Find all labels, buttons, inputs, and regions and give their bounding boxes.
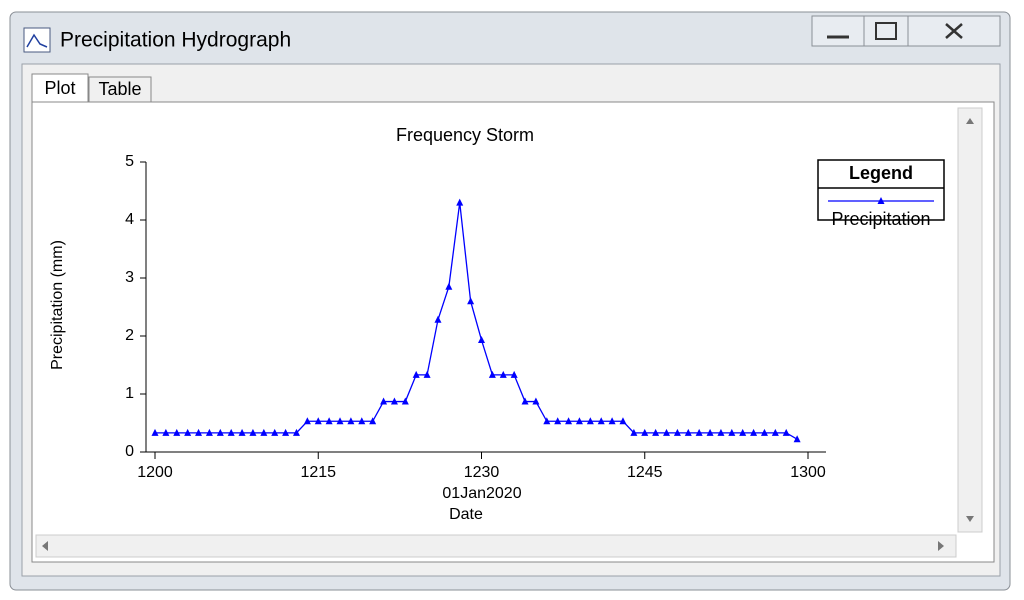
point-marker bbox=[282, 428, 290, 436]
y-tick-label: 0 bbox=[125, 443, 134, 460]
point-marker bbox=[369, 417, 377, 425]
tab-label[interactable]: Plot bbox=[44, 78, 75, 98]
legend-box bbox=[817, 159, 945, 221]
x-tick-label: 1215 bbox=[300, 464, 336, 481]
y-tick-label: 1 bbox=[125, 385, 134, 402]
tab-table[interactable] bbox=[88, 76, 152, 103]
point-marker bbox=[216, 428, 224, 436]
point-marker bbox=[652, 428, 660, 436]
point-marker bbox=[412, 370, 420, 378]
point-marker bbox=[173, 428, 181, 436]
point-marker bbox=[478, 336, 485, 344]
close-icon bbox=[945, 23, 963, 39]
point-marker bbox=[717, 428, 725, 436]
point-marker bbox=[586, 417, 594, 425]
x-tick-label: 1245 bbox=[627, 464, 663, 481]
point-marker bbox=[543, 417, 551, 425]
point-marker bbox=[750, 428, 758, 436]
point-marker bbox=[488, 370, 496, 378]
point-marker bbox=[793, 435, 801, 443]
minimize-button[interactable] bbox=[811, 15, 865, 47]
scroll-up[interactable] bbox=[966, 118, 974, 124]
point-marker bbox=[771, 428, 779, 436]
point-marker bbox=[227, 428, 235, 436]
point-marker bbox=[380, 397, 388, 405]
point-marker bbox=[521, 397, 529, 405]
point-marker bbox=[597, 417, 605, 425]
point-marker bbox=[151, 428, 159, 436]
chart-title: Frequency Storm bbox=[396, 125, 534, 145]
point-marker bbox=[532, 397, 540, 405]
point-marker bbox=[619, 417, 627, 425]
point-marker bbox=[499, 370, 507, 378]
point-marker bbox=[195, 428, 203, 436]
point-marker bbox=[205, 428, 213, 436]
point-marker bbox=[347, 417, 355, 425]
point-marker bbox=[467, 297, 475, 305]
point-marker bbox=[162, 428, 170, 436]
y-tick-label: 2 bbox=[125, 327, 134, 344]
x-tick-label: 1300 bbox=[790, 464, 826, 481]
legend-marker bbox=[877, 197, 885, 204]
point-marker bbox=[760, 428, 768, 436]
tab-plot[interactable] bbox=[31, 73, 89, 103]
point-marker bbox=[303, 417, 311, 425]
scroll-right[interactable] bbox=[938, 541, 944, 551]
point-marker bbox=[314, 417, 322, 425]
y-tick-label: 4 bbox=[125, 211, 134, 228]
point-marker bbox=[358, 417, 366, 425]
point-marker bbox=[739, 428, 747, 436]
point-marker bbox=[423, 370, 431, 378]
point-marker bbox=[249, 428, 257, 436]
point-marker bbox=[728, 428, 736, 436]
point-marker bbox=[271, 428, 279, 436]
point-marker bbox=[390, 397, 398, 405]
maximize-icon bbox=[875, 22, 897, 40]
point-marker bbox=[663, 428, 671, 436]
vertical-scrollbar[interactable] bbox=[957, 107, 983, 533]
point-marker bbox=[684, 428, 692, 436]
point-marker bbox=[608, 417, 616, 425]
point-marker bbox=[706, 428, 714, 436]
x-tick-label: 1230 bbox=[464, 464, 500, 481]
point-marker bbox=[695, 428, 703, 436]
point-marker bbox=[445, 282, 453, 290]
x-date-label: 01Jan2020 bbox=[442, 485, 521, 502]
horizontal-scrollbar[interactable] bbox=[35, 534, 957, 558]
point-marker bbox=[565, 417, 573, 425]
legend-label: Precipitation bbox=[831, 209, 930, 229]
point-marker bbox=[630, 428, 638, 436]
scroll-left[interactable] bbox=[42, 541, 48, 551]
point-marker bbox=[782, 428, 790, 436]
point-marker bbox=[325, 417, 333, 425]
y-axis-label: Precipitation (mm) bbox=[49, 240, 66, 370]
x-tick-label: 1200 bbox=[137, 464, 173, 481]
point-marker bbox=[401, 397, 409, 405]
scroll-down[interactable] bbox=[966, 516, 974, 522]
point-marker bbox=[238, 428, 246, 436]
point-marker bbox=[554, 417, 562, 425]
point-marker bbox=[260, 428, 268, 436]
maximize-button[interactable] bbox=[863, 15, 909, 47]
tab-label[interactable]: Table bbox=[98, 79, 141, 99]
app-icon-glyph bbox=[26, 33, 48, 48]
window-title: Precipitation Hydrograph bbox=[60, 29, 291, 52]
point-marker bbox=[184, 428, 192, 436]
point-marker bbox=[434, 315, 442, 323]
point-marker bbox=[456, 198, 464, 206]
y-tick-label: 3 bbox=[125, 269, 134, 286]
point-marker bbox=[336, 417, 344, 425]
legend-title: Legend bbox=[849, 163, 913, 183]
point-marker bbox=[510, 370, 518, 378]
point-marker bbox=[641, 428, 649, 436]
y-tick-label: 5 bbox=[125, 153, 134, 170]
point-marker bbox=[292, 428, 300, 436]
x-axis-label: Date bbox=[449, 506, 483, 523]
point-marker bbox=[673, 428, 681, 436]
point-marker bbox=[575, 417, 583, 425]
